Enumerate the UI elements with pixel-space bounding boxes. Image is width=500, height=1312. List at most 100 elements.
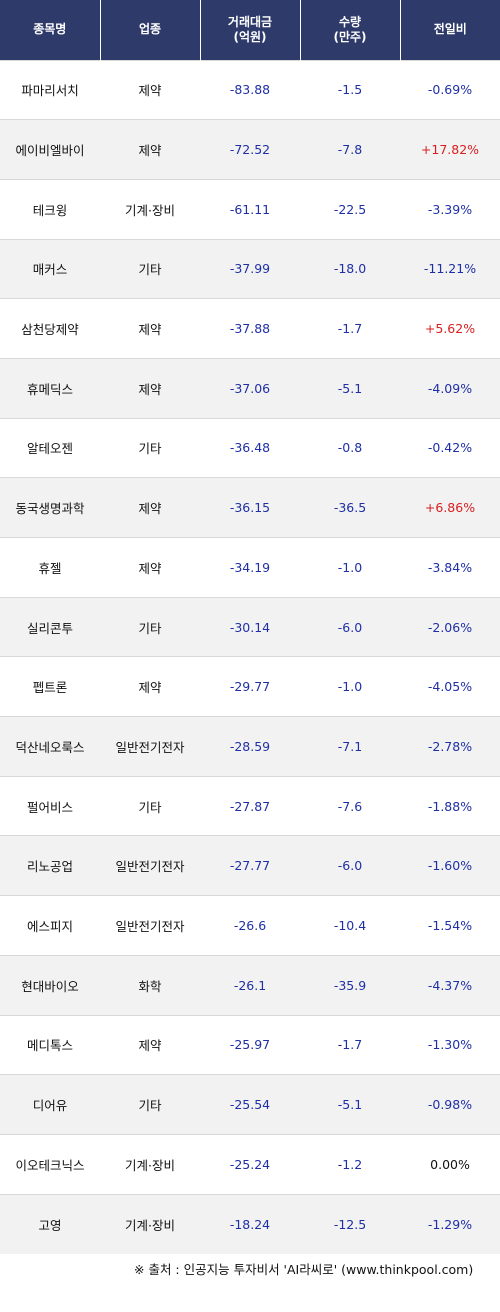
trade-volume: -1.0	[300, 537, 400, 598]
trade-amount: -18.24	[200, 1193, 300, 1254]
price-change: -4.37%	[400, 954, 500, 1015]
stock-name: 동국생명과학	[0, 477, 100, 538]
table-row: 에이비엘바이 제약 -72.52 -7.8 +17.82%	[0, 119, 500, 180]
stock-table: 종목명 업종 거래대금 (억원) 수량 (만주) 전일비 파마리서치 제약 -83.88…	[0, 0, 500, 1254]
table-row: 메디톡스 제약 -25.97 -1.7 -1.30%	[0, 1014, 500, 1075]
stock-sector: 제약	[100, 477, 200, 538]
trade-amount: -34.19	[200, 537, 300, 598]
stock-sector: 기계·장비	[100, 1193, 200, 1254]
price-change: -1.60%	[400, 835, 500, 896]
stock-sector: 제약	[100, 357, 200, 419]
header-amount-line1: 거래대금	[227, 14, 273, 29]
stock-name: 이오테크닉스	[0, 1133, 100, 1195]
stock-name: 삼천당제약	[0, 298, 100, 359]
header-sector-label: 업종	[138, 22, 162, 37]
header-change: 전일비	[400, 0, 500, 60]
price-change: 0.00%	[400, 1133, 500, 1195]
trade-amount: -37.88	[200, 298, 300, 359]
trade-volume: -22.5	[300, 178, 400, 240]
stock-sector: 기계·장비	[100, 1133, 200, 1195]
stock-name: 에스피지	[0, 895, 100, 956]
table-row: 파마리서치 제약 -83.88 -1.5 -0.69%	[0, 59, 500, 120]
header-sector: 업종	[100, 0, 201, 60]
trade-amount: -25.97	[200, 1014, 300, 1075]
trade-volume: -1.0	[300, 656, 400, 717]
stock-sector: 제약	[100, 1014, 200, 1075]
price-change: -1.88%	[400, 775, 500, 836]
table-row: 펩트론 제약 -29.77 -1.0 -4.05%	[0, 656, 500, 717]
trade-amount: -37.06	[200, 357, 300, 419]
price-change: +5.62%	[400, 298, 500, 359]
table-row: 휴메딕스 제약 -37.06 -5.1 -4.09%	[0, 357, 500, 419]
table-row: 알테오젠 기타 -36.48 -0.8 -0.42%	[0, 417, 500, 478]
price-change: -1.54%	[400, 895, 500, 956]
price-change: +17.82%	[400, 119, 500, 180]
stock-sector: 일반전기전자	[100, 716, 200, 777]
price-change: -3.84%	[400, 537, 500, 598]
stock-name: 현대바이오	[0, 954, 100, 1015]
stock-sector: 제약	[100, 119, 200, 180]
stock-sector: 제약	[100, 59, 200, 120]
stock-sector: 제약	[100, 537, 200, 598]
table-row: 디어유 기타 -25.54 -5.1 -0.98%	[0, 1074, 500, 1135]
stock-name: 휴메딕스	[0, 357, 100, 419]
stock-sector: 화학	[100, 954, 200, 1015]
trade-volume: -36.5	[300, 477, 400, 538]
trade-volume: -1.2	[300, 1133, 400, 1195]
trade-amount: -83.88	[200, 59, 300, 120]
trade-amount: -36.15	[200, 477, 300, 538]
trade-volume: -10.4	[300, 895, 400, 956]
trade-volume: -12.5	[300, 1193, 400, 1254]
stock-name: 파마리서치	[0, 59, 100, 120]
price-change: -4.09%	[400, 357, 500, 419]
price-change: -0.42%	[400, 417, 500, 478]
trade-volume: -1.7	[300, 1014, 400, 1075]
table-row: 고영 기계·장비 -18.24 -12.5 -1.29%	[0, 1193, 500, 1254]
header-amount-line2: (억원)	[233, 29, 267, 44]
stock-name: 알테오젠	[0, 417, 100, 478]
trade-volume: -18.0	[300, 238, 400, 299]
price-change: -2.78%	[400, 716, 500, 777]
trade-amount: -72.52	[200, 119, 300, 180]
trade-volume: -7.1	[300, 716, 400, 777]
stock-name: 휴젤	[0, 537, 100, 598]
trade-amount: -27.77	[200, 835, 300, 896]
trade-amount: -30.14	[200, 596, 300, 657]
stock-sector: 기타	[100, 417, 200, 478]
stock-sector: 일반전기전자	[100, 835, 200, 896]
trade-volume: -6.0	[300, 596, 400, 657]
price-change: -11.21%	[400, 238, 500, 299]
stock-name: 테크윙	[0, 178, 100, 240]
header-volume-line1: 수량	[338, 14, 362, 29]
trade-amount: -25.54	[200, 1074, 300, 1135]
stock-sector: 일반전기전자	[100, 895, 200, 956]
trade-amount: -25.24	[200, 1133, 300, 1195]
header-name-label: 종목명	[33, 22, 67, 37]
table-row: 동국생명과학 제약 -36.15 -36.5 +6.86%	[0, 477, 500, 538]
table-row: 덕산네오룩스 일반전기전자 -28.59 -7.1 -2.78%	[0, 716, 500, 777]
trade-volume: -0.8	[300, 417, 400, 478]
stock-sector: 기타	[100, 1074, 200, 1135]
table-header: 종목명 업종 거래대금 (억원) 수량 (만주) 전일비	[0, 0, 500, 60]
table-row: 테크윙 기계·장비 -61.11 -22.5 -3.39%	[0, 178, 500, 240]
trade-amount: -36.48	[200, 417, 300, 478]
stock-sector: 기타	[100, 775, 200, 836]
stock-name: 고영	[0, 1193, 100, 1254]
trade-volume: -35.9	[300, 954, 400, 1015]
stock-name: 메디톡스	[0, 1014, 100, 1075]
header-change-label: 전일비	[433, 22, 467, 37]
stock-sector: 기계·장비	[100, 178, 200, 240]
stock-sector: 제약	[100, 656, 200, 717]
trade-volume: -5.1	[300, 357, 400, 419]
price-change: -0.98%	[400, 1074, 500, 1135]
stock-name: 에이비엘바이	[0, 119, 100, 180]
table-row: 에스피지 일반전기전자 -26.6 -10.4 -1.54%	[0, 895, 500, 956]
trade-amount: -28.59	[200, 716, 300, 777]
price-change: -3.39%	[400, 178, 500, 240]
trade-volume: -1.7	[300, 298, 400, 359]
trade-amount: -37.99	[200, 238, 300, 299]
trade-volume: -5.1	[300, 1074, 400, 1135]
table-row: 휴젤 제약 -34.19 -1.0 -3.84%	[0, 537, 500, 598]
stock-name: 펄어비스	[0, 775, 100, 836]
